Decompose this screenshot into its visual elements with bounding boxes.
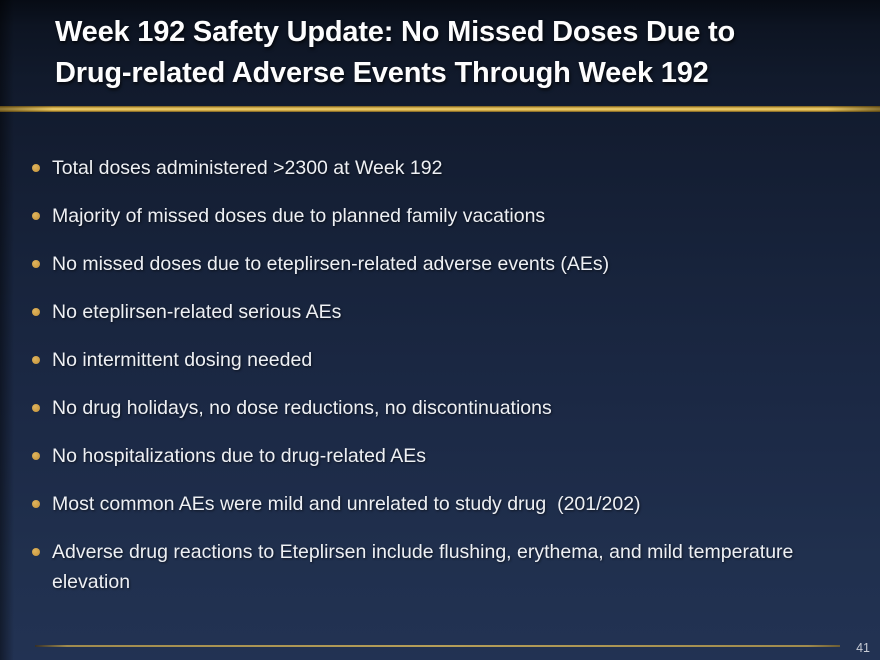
bullet-dot-icon [32, 212, 40, 220]
bullet-item: Adverse drug reactions to Eteplirsen inc… [32, 537, 847, 597]
bullet-item: No missed doses due to eteplirsen-relate… [32, 249, 847, 279]
bullet-item: Majority of missed doses due to planned … [32, 201, 847, 231]
bullet-item: No hospitalizations due to drug-related … [32, 441, 847, 471]
bullet-dot-icon [32, 452, 40, 460]
bullet-text: No intermittent dosing needed [52, 349, 313, 371]
bullet-item: Most common AEs were mild and unrelated … [32, 489, 847, 519]
bullet-item: No intermittent dosing needed [32, 345, 847, 375]
slide-title: Week 192 Safety Update: No Missed Doses … [55, 12, 835, 94]
bullet-text: Majority of missed doses due to planned … [52, 205, 546, 227]
bullet-item: No eteplirsen-related serious AEs [32, 297, 847, 327]
bullet-dot-icon [32, 260, 40, 268]
bullet-dot-icon [32, 500, 40, 508]
bullet-text: Most common AEs were mild and unrelated … [52, 493, 641, 515]
bullet-item: Total doses administered >2300 at Week 1… [32, 153, 847, 183]
page-number: 41 [856, 641, 870, 655]
bullet-dot-icon [32, 164, 40, 172]
bullet-dot-icon [32, 404, 40, 412]
bullet-text: No drug holidays, no dose reductions, no… [52, 397, 552, 419]
footer-divider-rule [35, 645, 840, 647]
slide-title-line-1: Week 192 Safety Update: No Missed Doses … [55, 16, 736, 48]
bullet-text: No hospitalizations due to drug-related … [52, 445, 426, 467]
bullet-list: Total doses administered >2300 at Week 1… [32, 153, 847, 615]
bullet-text: No eteplirsen-related serious AEs [52, 301, 342, 323]
bullet-text: Total doses administered >2300 at Week 1… [52, 157, 443, 179]
bullet-dot-icon [32, 548, 40, 556]
bullet-text: Adverse drug reactions to Eteplirsen inc… [52, 541, 799, 593]
bullet-item: No drug holidays, no dose reductions, no… [32, 393, 847, 423]
bullet-dot-icon [32, 308, 40, 316]
title-divider-rule [0, 106, 880, 112]
slide-title-line-2: Drug-related Adverse Events Through Week… [55, 57, 709, 89]
bullet-text: No missed doses due to eteplirsen-relate… [52, 253, 610, 275]
bullet-dot-icon [32, 356, 40, 364]
